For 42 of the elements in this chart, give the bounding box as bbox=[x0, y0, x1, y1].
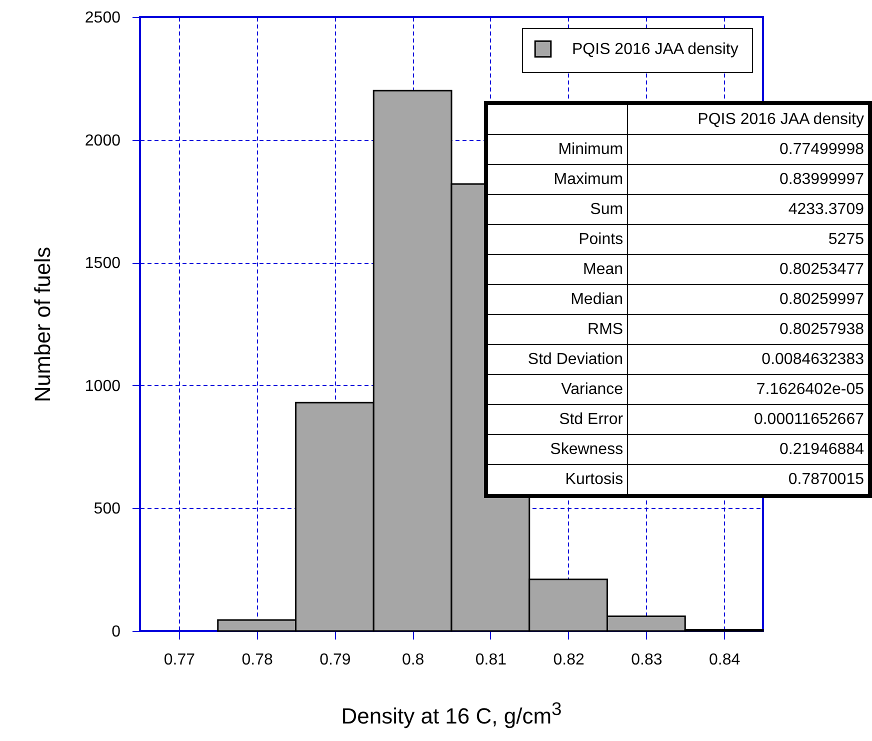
y-tick-label: 0 bbox=[112, 624, 121, 640]
text: 0.21946884 bbox=[779, 440, 864, 458]
x-tick-label: 0.78 bbox=[242, 652, 273, 668]
x-axis-title: Density at 16 C, g/cm$^{3}$ bbox=[340, 698, 563, 730]
annotation: Maximum bbox=[486, 164, 628, 194]
x-tick-label: 0.77 bbox=[164, 652, 196, 668]
x-tick-label: 0.8 bbox=[402, 652, 424, 668]
annotation: Variance bbox=[486, 374, 628, 404]
y-tick-label: 500 bbox=[94, 500, 121, 518]
annotation: RMS bbox=[486, 314, 628, 344]
annotation: Points bbox=[486, 224, 628, 254]
annotation: 0.0084632383 bbox=[628, 344, 870, 374]
text: 5275 bbox=[828, 230, 864, 248]
annotation: Sum bbox=[486, 194, 628, 224]
annotation: Median bbox=[486, 284, 628, 314]
y-tick-label: 2000 bbox=[84, 132, 121, 150]
x-tick-label: 0.83 bbox=[631, 652, 662, 668]
annotation: Skewness bbox=[486, 434, 628, 464]
x-tick-label: 0.84 bbox=[708, 652, 740, 668]
y-axis-title: Number of fuels bbox=[30, 246, 55, 402]
text: 0.7870015 bbox=[788, 470, 864, 488]
annotation: Mean bbox=[486, 254, 628, 284]
annotation: Std Error bbox=[486, 404, 628, 434]
x-tick-label: 0.82 bbox=[553, 652, 584, 668]
x-tick-label: 0.81 bbox=[475, 652, 507, 668]
y-tick-label: 1000 bbox=[84, 378, 121, 395]
y-tick-label: 2500 bbox=[84, 10, 121, 26]
text: 0.80259997 bbox=[779, 290, 864, 308]
text: 0.83999997 bbox=[779, 170, 864, 188]
annotation: 7.1626402e-05 bbox=[628, 374, 870, 404]
x-tick-label: 0.79 bbox=[320, 652, 351, 668]
text: 0.80257938 bbox=[779, 320, 864, 338]
text: 4233.3709 bbox=[788, 200, 864, 218]
annotation: 0.00011652667 bbox=[628, 404, 870, 434]
text: 0.77499998 bbox=[779, 140, 864, 158]
text: 0.80253477 bbox=[779, 260, 864, 278]
legend-label: PQIS 2016 JAA density bbox=[572, 41, 738, 58]
annotation: Minimum bbox=[486, 134, 628, 164]
annotation: PQIS 2016 JAA density bbox=[628, 103, 870, 134]
annotation: Std Deviation bbox=[486, 344, 628, 374]
annotation: Kurtosis bbox=[486, 464, 628, 496]
y-tick-label: 1500 bbox=[84, 255, 121, 272]
